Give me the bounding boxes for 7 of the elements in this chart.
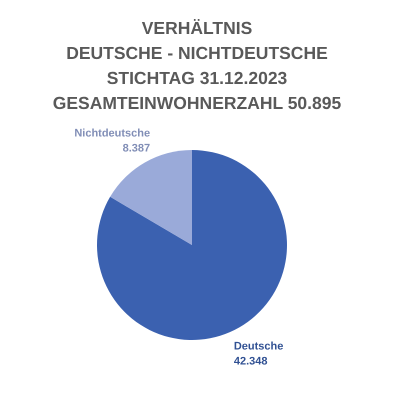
pie-slice xyxy=(110,150,192,245)
data-label: 42.348 xyxy=(234,356,268,368)
slice-label: Deutsche xyxy=(234,340,284,353)
data-label: 8.387 xyxy=(122,142,150,154)
pie-slice xyxy=(97,150,287,340)
slice-label: Nichtdeutsche xyxy=(74,127,150,140)
chart-title: VERHÄLTNIS DEUTSCHE - NICHTDEUTSCHE STICHTAG 31.12.2023 GESAMTEINWOHNERZAHL 50.895 xyxy=(52,18,342,113)
